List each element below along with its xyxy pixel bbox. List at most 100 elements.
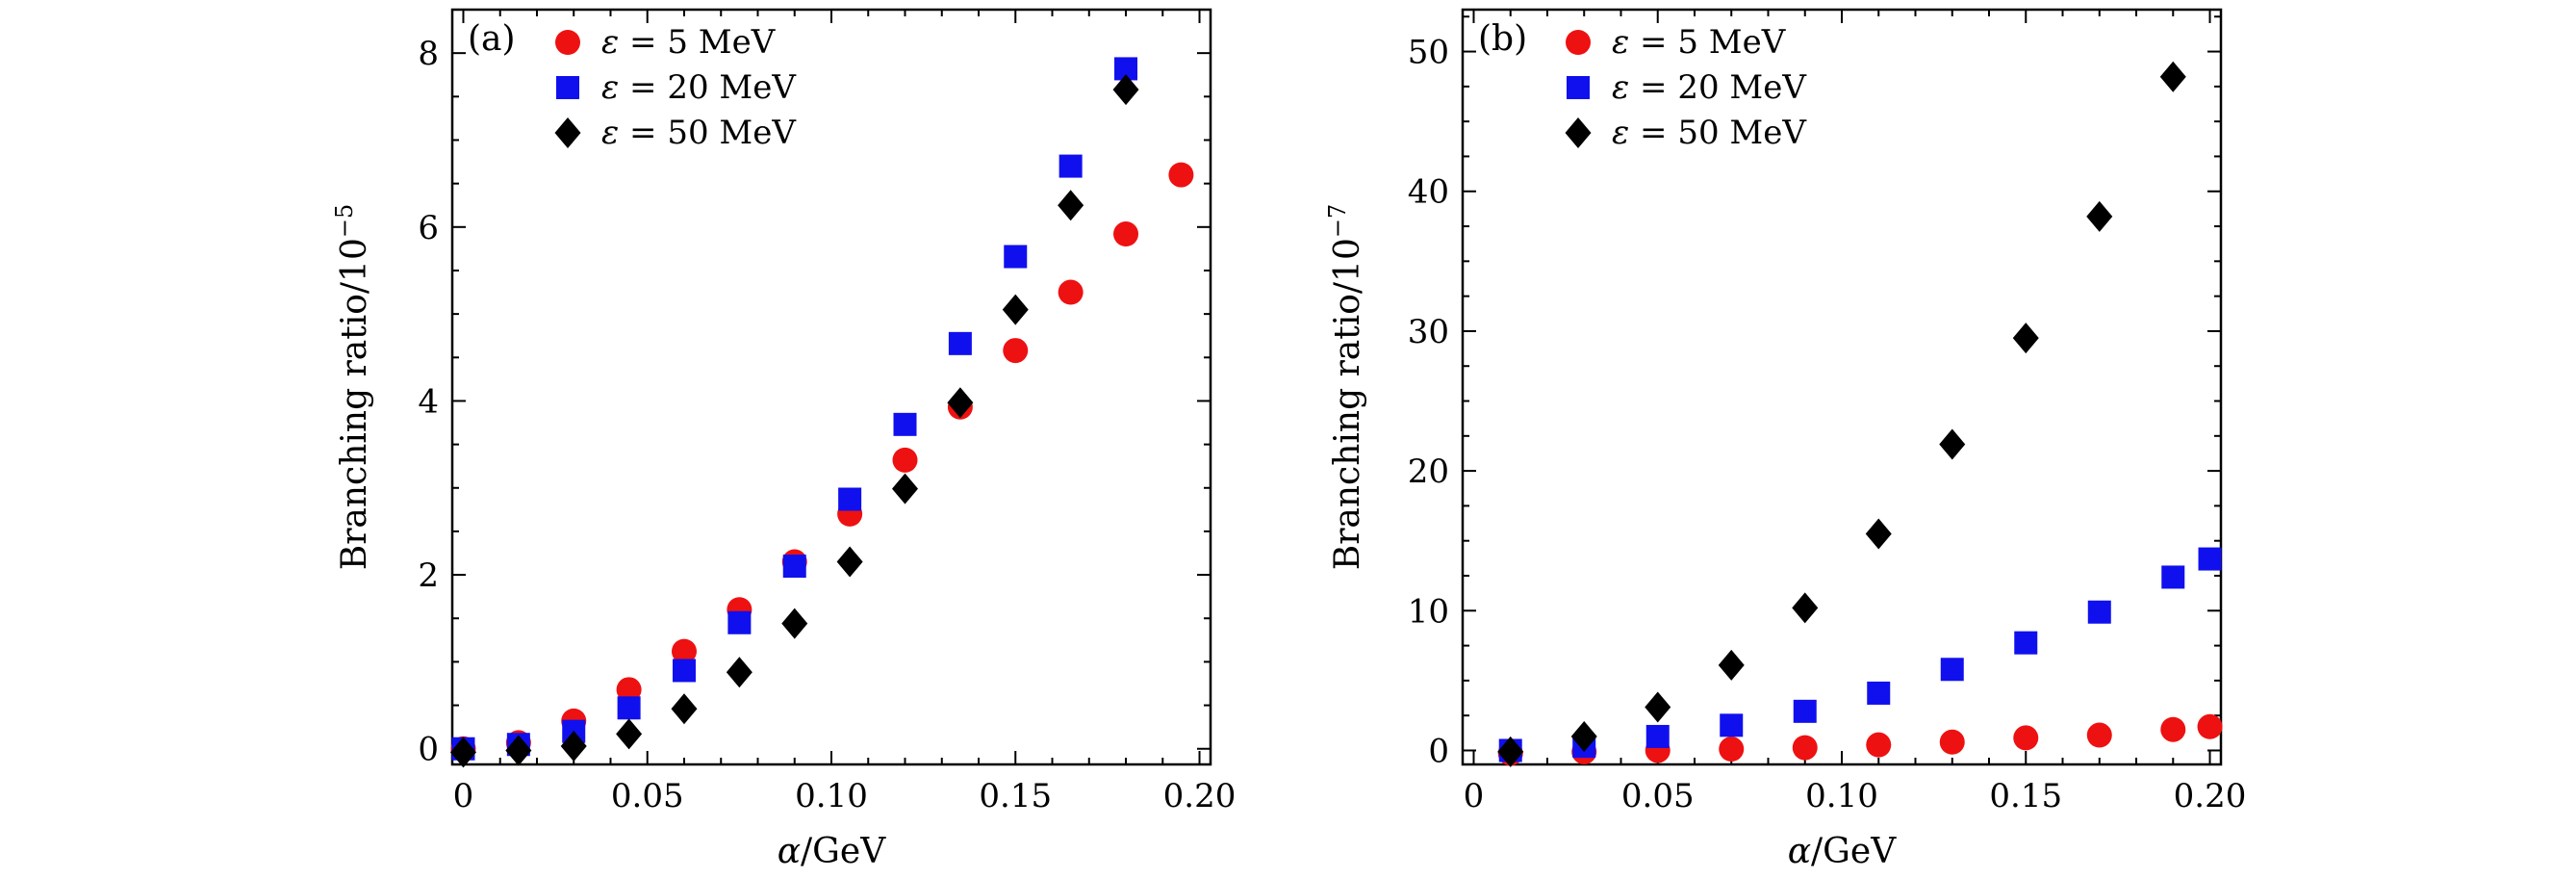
- data-point-diamond: [1570, 720, 1597, 752]
- y-tick-label: 4: [418, 382, 439, 421]
- x-tick-label: 0: [453, 777, 474, 815]
- series-diamond: [449, 74, 1139, 768]
- data-point-circle: [1168, 162, 1194, 188]
- data-point-square: [948, 331, 972, 355]
- data-point-diamond: [1865, 518, 1892, 550]
- data-point-square: [1940, 658, 1964, 682]
- y-tick-label: 40: [1408, 173, 1449, 212]
- data-point-square: [782, 555, 806, 579]
- x-tick-label: 0.15: [1989, 777, 2062, 815]
- data-point-diamond: [836, 546, 863, 578]
- data-point-square: [672, 659, 696, 683]
- y-tick-label: 8: [418, 35, 439, 73]
- legend-marker-square: [556, 76, 579, 99]
- y-tick-label: 10: [1408, 592, 1449, 631]
- panel-a: 0 0.05 0.10 0.15 0.20 0 2 4 6 8 α/GeV Branching rat…: [331, 8, 1237, 871]
- x-tick-label: 0.05: [1621, 777, 1695, 815]
- legend: ε = 5 MeV ε = 20 MeV ε = 50 MeV: [1565, 23, 1807, 152]
- legend: ε = 5 MeV ε = 20 MeV ε = 50 MeV: [554, 23, 797, 152]
- legend-marker-circle: [555, 30, 580, 55]
- data-point-diamond: [1058, 190, 1084, 221]
- panel-label: (b): [1478, 19, 1527, 59]
- legend-marker-diamond: [554, 117, 581, 148]
- data-point-square: [1645, 724, 1670, 748]
- data-point-circle: [1003, 338, 1029, 364]
- data-point-diamond: [1497, 736, 1524, 767]
- data-point-diamond: [781, 608, 808, 639]
- data-point-circle: [2086, 722, 2112, 748]
- data-point-diamond: [2086, 200, 2113, 232]
- data-point-diamond: [947, 387, 974, 419]
- x-tick-label: 0.10: [795, 777, 868, 815]
- data-point-diamond: [1112, 74, 1139, 106]
- legend-label: ε = 20 MeV: [1612, 68, 1807, 107]
- y-tick-label: 2: [418, 556, 439, 595]
- data-point-square: [2087, 600, 2111, 624]
- data-point-diamond: [449, 737, 476, 768]
- series-diamond: [1497, 61, 2186, 767]
- data-point-diamond: [726, 657, 752, 688]
- data-point-diamond: [1939, 428, 1966, 460]
- data-point-square: [1058, 154, 1083, 178]
- data-point-circle: [1866, 732, 1892, 758]
- data-point-square: [1720, 713, 1744, 737]
- data-point-square: [838, 487, 862, 511]
- data-point-square: [893, 412, 917, 436]
- data-point-circle: [1113, 221, 1139, 247]
- data-point-diamond: [2159, 61, 2186, 92]
- data-point-square: [2014, 631, 2038, 655]
- data-point-circle: [1058, 279, 1084, 305]
- y-tick-label: 50: [1408, 34, 1449, 72]
- data-point-diamond: [2012, 323, 2039, 354]
- data-point-diamond: [616, 718, 643, 750]
- series-circle: [450, 162, 1194, 762]
- y-tick-label: 6: [418, 209, 439, 247]
- data-point-diamond: [560, 731, 587, 763]
- legend-marker-circle: [1566, 30, 1591, 55]
- data-point-square: [1004, 245, 1028, 269]
- y-tick-label: 20: [1408, 452, 1449, 491]
- x-tick-label: 0.05: [611, 777, 684, 815]
- data-point-circle: [2197, 713, 2223, 739]
- data-point-square: [727, 610, 752, 634]
- x-tick-label: 0.20: [1163, 777, 1237, 815]
- data-point-circle: [671, 638, 697, 664]
- legend-marker-square: [1567, 76, 1590, 99]
- data-point-diamond: [1718, 649, 1745, 681]
- x-axis-title: α/GeV: [1788, 832, 1898, 871]
- x-tick-label: 0.15: [979, 777, 1052, 815]
- series-circle: [1497, 713, 2223, 766]
- y-tick-label: 30: [1408, 313, 1449, 351]
- legend-label: ε = 5 MeV: [1612, 23, 1787, 62]
- data-point-square: [1793, 699, 1817, 723]
- data-point-diamond: [671, 693, 698, 725]
- panel-b: 0 0.05 0.10 0.15 0.20 0 10 20 30 40 50 α/GeV Branchi…: [1324, 8, 2247, 871]
- data-point-square: [1867, 681, 1891, 705]
- data-point-diamond: [1645, 691, 1671, 723]
- series-square: [451, 57, 1138, 761]
- data-point-circle: [1792, 735, 1818, 761]
- data-point-circle: [616, 677, 642, 703]
- x-tick-label: 0: [1464, 777, 1485, 815]
- data-point-circle: [2160, 716, 2186, 742]
- legend-label: ε = 20 MeV: [601, 68, 797, 107]
- series-square: [1498, 547, 2222, 763]
- data-point-square: [2198, 547, 2222, 571]
- data-point-circle: [892, 447, 918, 473]
- data-point-square: [617, 696, 641, 720]
- panel-label: (a): [468, 19, 516, 59]
- y-tick-label: 0: [1428, 732, 1449, 770]
- x-tick-label: 0.10: [1805, 777, 1878, 815]
- x-tick-label: 0.20: [2174, 777, 2247, 815]
- legend-label: ε = 50 MeV: [601, 114, 797, 152]
- data-point-diamond: [1002, 294, 1029, 325]
- data-point-diamond: [1792, 592, 1819, 624]
- y-tick-label: 0: [418, 731, 439, 769]
- legend-marker-diamond: [1565, 117, 1592, 148]
- y-axis-title: Branching ratio/10−5: [331, 204, 374, 571]
- legend-label: ε = 50 MeV: [1612, 114, 1807, 152]
- data-point-diamond: [892, 473, 919, 504]
- data-point-square: [2161, 565, 2185, 589]
- data-point-diamond: [505, 735, 532, 766]
